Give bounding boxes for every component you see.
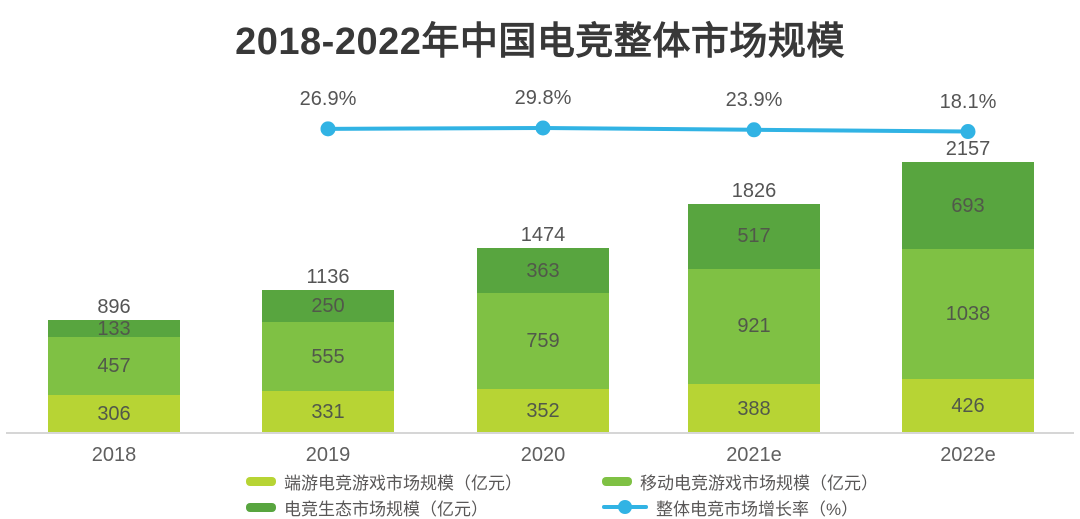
- mobile-esports-swatch-icon: [602, 476, 632, 486]
- bar-total-label: 1474: [520, 223, 566, 246]
- bar-segment-value: 250: [311, 294, 345, 317]
- bar-segment: 306: [48, 394, 180, 433]
- legend-label: 端游电竞游戏市场规模（亿元）: [284, 473, 522, 493]
- bar-segment: 331: [262, 391, 394, 433]
- bar-segment-value: 388: [737, 397, 771, 420]
- bar-segment: 1038: [902, 249, 1034, 380]
- bar-segment: 517: [688, 203, 820, 269]
- x-axis-line: [6, 432, 1074, 434]
- stacked-bar-2021e: 517 921 388: [688, 203, 820, 433]
- bar-segment-value: 363: [526, 259, 560, 282]
- bar-total-label: 896: [97, 296, 131, 319]
- growth-rate-label: 23.9%: [725, 88, 783, 111]
- growth-line-marker-icon: [602, 500, 648, 514]
- x-tick-label: 2018: [91, 444, 137, 466]
- bar-segment-value: 306: [97, 402, 131, 425]
- pc-esports-swatch-icon: [246, 476, 276, 486]
- stacked-bar-2019: 250 555 331: [262, 290, 394, 433]
- ecosystem-swatch-icon: [246, 502, 276, 512]
- bar-segment: 388: [688, 384, 820, 433]
- bar-segment: 363: [477, 247, 609, 294]
- growth-line-point: [535, 120, 551, 136]
- x-tick-label: 2021e: [726, 444, 782, 466]
- legend-label: 电竞生态市场规模（亿元）: [284, 499, 488, 519]
- bar-segment: 133: [48, 317, 180, 340]
- legend-label: 移动电竞游戏市场规模（亿元）: [640, 473, 878, 493]
- legend-item-esports-ecosystem: 电竞生态市场规模（亿元）: [246, 495, 602, 519]
- growth-line-point: [746, 122, 762, 138]
- legend-item-mobile-esports: 移动电竞游戏市场规模（亿元）: [602, 469, 878, 494]
- bar-segment-value: 331: [311, 401, 345, 424]
- bar-segment: 426: [902, 379, 1034, 433]
- bar-segment: 693: [902, 162, 1034, 250]
- bar-segment: 921: [688, 268, 820, 385]
- growth-rate-label: 29.8%: [514, 87, 572, 109]
- stacked-bar-2020: 363 759 352: [477, 247, 609, 433]
- growth-line-point: [320, 121, 336, 137]
- x-tick-label: 2019: [305, 444, 351, 466]
- legend-item-growth-rate: 整体电竞市场增长率（%）: [602, 495, 878, 519]
- growth-rate-label: 18.1%: [939, 90, 997, 113]
- bar-total-label: 2157: [945, 138, 991, 160]
- legend-item-pc-esports: 端游电竞游戏市场规模（亿元）: [246, 469, 602, 494]
- bar-segment-value: 426: [951, 395, 985, 418]
- bar-segment-value: 693: [951, 194, 985, 217]
- bar-segment-value: 133: [97, 317, 131, 340]
- bar-total-label: 1136: [306, 266, 350, 289]
- bar-segment: 759: [477, 293, 609, 389]
- bar-segment: 250: [262, 290, 394, 322]
- stacked-bar-2018: 133 457 306: [48, 317, 180, 433]
- bar-segment: 352: [477, 388, 609, 433]
- bar-segment-value: 759: [526, 330, 560, 353]
- bar-segment-value: 352: [526, 399, 560, 422]
- growth-line-point: [960, 124, 976, 140]
- bar-total-label: 1826: [731, 179, 777, 202]
- growth-rate-label: 26.9%: [299, 87, 357, 110]
- bar-segment: 457: [48, 337, 180, 395]
- stacked-bar-2022e: 693 1038 426: [902, 162, 1034, 433]
- growth-line-path: [326, 125, 970, 134]
- bar-segment-value: 921: [737, 315, 771, 338]
- x-tick-label: 2020: [520, 444, 566, 466]
- legend-label: 整体电竞市场增长率（%）: [656, 499, 859, 519]
- bar-segment-value: 517: [737, 225, 771, 248]
- bar-segment: 555: [262, 321, 394, 392]
- legend: 端游电竞游戏市场规模（亿元） 移动电竞游戏市场规模（亿元） 电竞生态市场规模（亿…: [246, 468, 878, 519]
- bar-segment-value: 1038: [945, 303, 991, 326]
- x-tick-label: 2022e: [940, 444, 996, 466]
- bar-segment-value: 457: [97, 354, 131, 377]
- bar-segment-value: 555: [311, 345, 345, 368]
- chart-title: 2018-2022年中国电竞整体市场规模: [235, 21, 845, 63]
